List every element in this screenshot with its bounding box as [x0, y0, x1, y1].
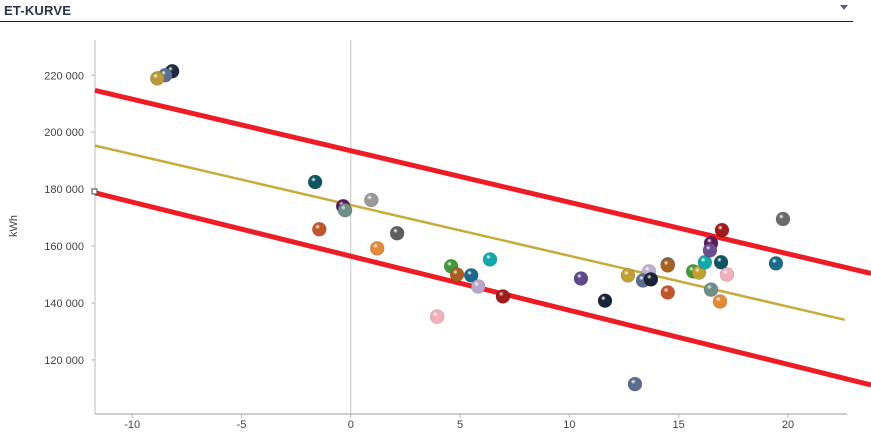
data-point[interactable] [627, 376, 643, 392]
x-tick-label: -10 [124, 419, 140, 431]
data-point[interactable] [660, 285, 676, 300]
data-point[interactable] [311, 221, 327, 237]
y-tick-label: 180 000 [44, 184, 84, 196]
data-point[interactable] [660, 258, 676, 273]
y-tick-label: 200 000 [44, 127, 84, 139]
line-handle[interactable] [91, 188, 98, 195]
data-point[interactable] [482, 252, 498, 267]
x-tick-label: 20 [782, 419, 794, 431]
data-point[interactable] [712, 294, 728, 309]
y-axis-label: kWh [8, 215, 20, 237]
panel-header: ET-KURVE [0, 0, 853, 22]
data-point[interactable] [713, 254, 729, 270]
data-point[interactable] [775, 211, 791, 227]
data-point[interactable] [495, 289, 511, 304]
data-point[interactable] [719, 267, 735, 282]
data-point[interactable] [702, 242, 718, 258]
data-point[interactable] [389, 225, 405, 241]
x-tick-label: 0 [348, 419, 354, 431]
caret-down-icon[interactable] [840, 5, 848, 10]
x-tick-label: 5 [457, 419, 463, 431]
y-tick-label: 160 000 [44, 241, 84, 253]
x-tick-label: -5 [237, 419, 247, 431]
data-point[interactable] [337, 202, 353, 218]
upper-limit-line [94, 87, 871, 276]
trend-line [94, 144, 846, 322]
x-tick-label: 15 [673, 419, 685, 431]
data-point[interactable] [703, 282, 719, 298]
data-point[interactable] [449, 267, 465, 282]
y-tick-label: 140 000 [44, 298, 84, 310]
data-point[interactable] [573, 271, 589, 286]
data-point[interactable] [697, 254, 713, 270]
data-point[interactable] [714, 222, 730, 238]
data-point[interactable] [643, 271, 659, 287]
data-point[interactable] [429, 309, 445, 325]
data-point[interactable] [369, 240, 385, 256]
data-point[interactable] [463, 267, 479, 283]
data-point[interactable] [620, 267, 636, 283]
x-tick-label: 10 [563, 419, 575, 431]
data-point[interactable] [768, 256, 784, 271]
data-point[interactable] [307, 174, 323, 190]
data-point[interactable] [470, 279, 486, 294]
panel-title: ET-KURVE [4, 3, 72, 18]
data-point[interactable] [149, 71, 165, 86]
data-point[interactable] [597, 293, 613, 309]
y-tick-label: 120 000 [44, 355, 84, 367]
y-tick-label: 220 000 [44, 70, 84, 82]
data-point[interactable] [363, 192, 379, 208]
